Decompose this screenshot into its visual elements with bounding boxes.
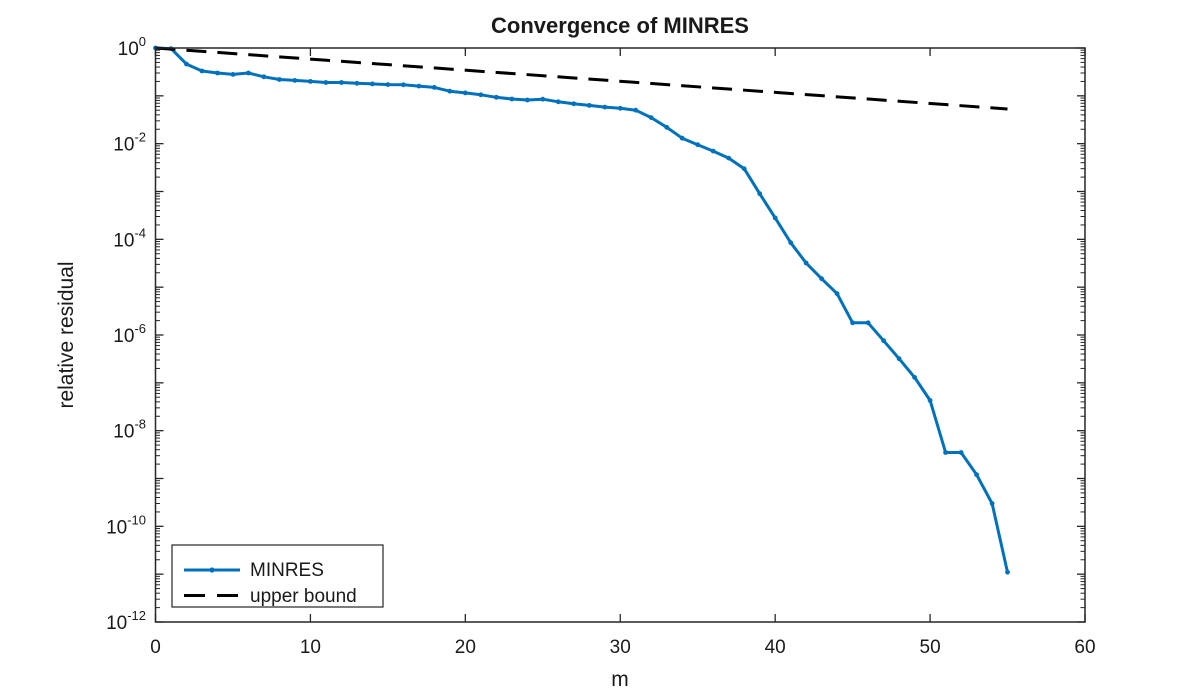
series-marker: [184, 61, 189, 67]
series-marker: [571, 101, 577, 107]
series-marker: [710, 148, 716, 154]
series-line-minres: [155, 46, 1009, 573]
x-tick-label: 60: [1074, 637, 1095, 658]
series-marker: [431, 85, 437, 90]
series-marker: [540, 96, 546, 102]
series-marker: [974, 472, 979, 478]
x-tick-label: 50: [920, 637, 941, 658]
series-marker: [586, 103, 592, 108]
series-marker: [354, 80, 360, 86]
series-marker: [323, 80, 329, 85]
series-marker: [741, 166, 747, 172]
y-axis-label: relative residual: [55, 261, 78, 408]
x-tick-label: 30: [610, 637, 631, 658]
series-marker: [958, 450, 964, 455]
legend-box: [171, 544, 384, 608]
series-marker: [633, 107, 639, 113]
series-marker: [943, 450, 948, 455]
x-tick-label: 0: [150, 637, 161, 658]
series-marker: [881, 338, 886, 344]
series-marker: [726, 155, 732, 161]
series-marker: [339, 80, 344, 85]
legend-label-minres: MINRES: [250, 560, 324, 581]
series-marker: [602, 104, 608, 110]
series-marker: [617, 105, 623, 111]
series-marker: [927, 398, 933, 403]
series-marker: [215, 70, 220, 76]
y-tick-label: 10-12: [106, 608, 146, 634]
series-marker: [788, 240, 794, 246]
series-marker: [509, 96, 515, 102]
plot-area: 0 10 20 30 40 50 60 100 10-2 10-4 10-6 10-8 10-10 10-…: [106, 34, 1096, 658]
series-marker: [803, 260, 809, 266]
series-marker: [199, 68, 205, 74]
x-tick-label: 40: [765, 637, 786, 658]
series-marker: [493, 94, 499, 100]
series-marker: [1005, 569, 1010, 575]
series-marker: [865, 320, 871, 326]
series-marker: [370, 81, 375, 87]
series-marker: [757, 191, 763, 197]
legend-label-upper-bound: upper bound: [250, 586, 357, 607]
series-marker: [416, 83, 422, 89]
series-marker: [772, 215, 778, 221]
series-marker: [277, 77, 282, 82]
series-marker: [478, 92, 484, 98]
series-marker: [896, 356, 902, 362]
y-tick-label: 10-4: [113, 225, 146, 251]
series-marker: [261, 74, 267, 80]
series-line-upper-bound: [155, 46, 1008, 111]
series-marker: [462, 90, 468, 96]
axes-box: [154, 47, 1086, 623]
series-marker: [695, 142, 701, 148]
series-marker: [447, 88, 453, 94]
series-marker: [679, 135, 685, 141]
series-marker: [292, 78, 298, 83]
y-tick-label: 10-8: [113, 417, 146, 443]
series-marker: [385, 82, 391, 87]
x-axis-label: m: [611, 668, 629, 691]
series-marker: [308, 79, 313, 84]
series-marker: [246, 70, 251, 76]
series-marker: [850, 320, 855, 326]
legend-minres-marker-sample: [209, 567, 215, 573]
legend: MINRES upper bound: [171, 544, 384, 608]
series-marker: [834, 291, 840, 297]
series-marker: [555, 99, 561, 105]
x-tick-label: 10: [300, 637, 321, 658]
series-marker: [524, 97, 530, 103]
series-marker: [648, 115, 654, 120]
y-tick-label: 10-6: [113, 321, 146, 347]
y-tick-label: 10-2: [113, 130, 146, 156]
series-marker: [912, 375, 917, 380]
chart-title: Convergence of MINRES: [491, 13, 749, 38]
series-marker: [664, 124, 670, 130]
y-tick-label: 10-10: [106, 512, 146, 538]
series-marker: [989, 501, 995, 506]
y-tick-label: 100: [118, 34, 146, 60]
x-tick-label: 20: [455, 637, 476, 658]
series-marker: [819, 276, 824, 282]
series-marker: [401, 82, 406, 88]
series-marker: [230, 72, 236, 77]
